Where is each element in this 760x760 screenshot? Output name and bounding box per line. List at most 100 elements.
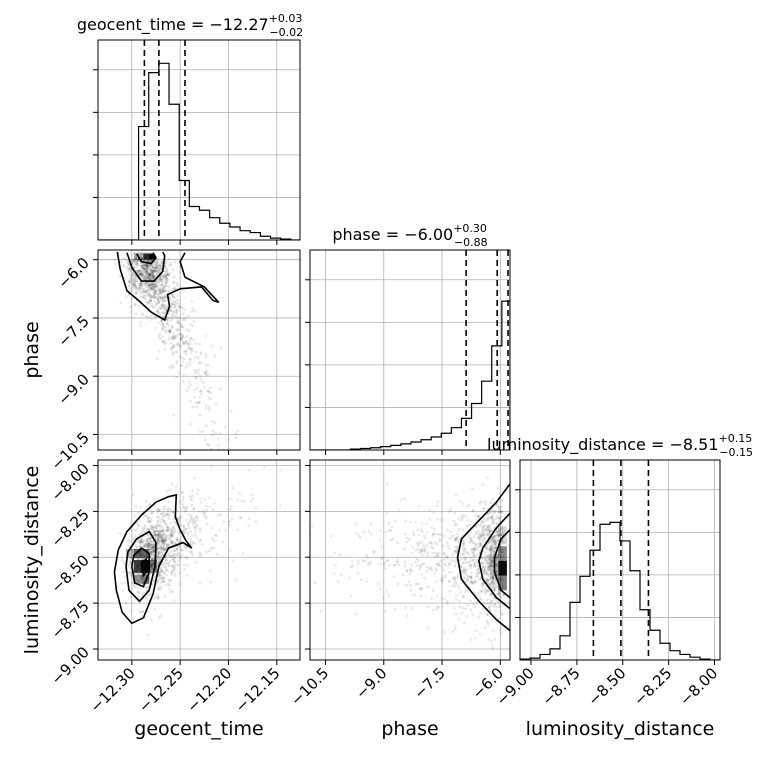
sample-point bbox=[446, 557, 450, 561]
sample-point bbox=[492, 540, 496, 543]
sample-point bbox=[133, 528, 137, 532]
sample-point bbox=[151, 559, 155, 563]
sample-point bbox=[185, 335, 189, 339]
sample-point bbox=[459, 564, 463, 568]
sample-point bbox=[420, 528, 423, 531]
sample-point bbox=[495, 568, 499, 571]
sample-point bbox=[492, 538, 496, 542]
sample-point bbox=[439, 578, 443, 582]
sample-point bbox=[485, 524, 489, 528]
sample-point bbox=[161, 546, 164, 550]
sample-point bbox=[484, 530, 488, 534]
sample-point bbox=[181, 341, 185, 345]
sample-point bbox=[154, 528, 158, 532]
sample-point bbox=[149, 281, 153, 285]
sample-point bbox=[157, 573, 161, 577]
sample-point bbox=[152, 544, 156, 548]
sample-point bbox=[486, 558, 490, 561]
sample-point bbox=[491, 547, 495, 551]
sample-point bbox=[179, 337, 182, 341]
sample-point bbox=[491, 573, 495, 576]
sample-point bbox=[167, 536, 171, 540]
sample-point bbox=[157, 524, 161, 527]
sample-point bbox=[130, 286, 134, 290]
sample-point bbox=[167, 338, 170, 341]
sample-point bbox=[162, 289, 166, 293]
sample-point bbox=[143, 526, 147, 529]
sample-point bbox=[155, 269, 159, 273]
sample-point bbox=[173, 520, 176, 524]
sample-point bbox=[498, 533, 502, 537]
sample-point bbox=[176, 322, 180, 326]
sample-point bbox=[169, 534, 173, 538]
sample-point bbox=[147, 527, 151, 531]
sample-point bbox=[157, 334, 161, 338]
sample-point bbox=[198, 555, 202, 558]
sample-point bbox=[422, 547, 426, 551]
sample-point bbox=[152, 286, 156, 290]
sample-point bbox=[461, 516, 464, 519]
sample-point bbox=[134, 291, 137, 295]
sample-point bbox=[190, 309, 194, 313]
sample-point bbox=[454, 493, 458, 497]
sample-point bbox=[249, 500, 253, 503]
sample-point bbox=[469, 563, 473, 567]
sample-point bbox=[147, 519, 151, 523]
sample-point bbox=[165, 272, 169, 276]
sample-point bbox=[481, 483, 485, 487]
sample-point bbox=[150, 539, 153, 543]
sample-point bbox=[209, 569, 212, 573]
sample-point bbox=[138, 540, 142, 544]
sample-point bbox=[160, 327, 164, 331]
sample-point bbox=[487, 553, 491, 557]
sample-point bbox=[154, 283, 157, 287]
sample-point bbox=[139, 273, 143, 276]
sample-point bbox=[454, 549, 458, 553]
sample-point bbox=[138, 609, 142, 613]
sample-point bbox=[489, 604, 493, 607]
sample-point bbox=[364, 554, 368, 557]
sample-point bbox=[132, 281, 136, 284]
sample-point bbox=[195, 492, 199, 495]
sample-point bbox=[230, 486, 234, 490]
sample-point bbox=[460, 514, 464, 518]
sample-point bbox=[142, 287, 146, 291]
sample-point bbox=[143, 277, 146, 281]
sample-point bbox=[162, 508, 166, 512]
sample-point bbox=[153, 274, 157, 277]
sample-point bbox=[473, 554, 477, 557]
sample-point bbox=[160, 296, 164, 300]
sample-point bbox=[160, 290, 164, 294]
sample-point bbox=[162, 529, 165, 533]
sample-point bbox=[483, 557, 487, 561]
tick-label-y-luminosity_distance: −8.50 bbox=[48, 551, 93, 596]
sample-point bbox=[166, 528, 169, 532]
sample-point bbox=[483, 566, 487, 570]
tick-label-y-phase: −6.0 bbox=[54, 254, 92, 292]
sample-point bbox=[462, 548, 465, 551]
sample-point bbox=[183, 341, 187, 345]
sample-point bbox=[399, 498, 403, 501]
sample-point bbox=[154, 280, 158, 284]
sample-point bbox=[383, 609, 387, 613]
sample-point bbox=[150, 563, 154, 567]
sample-point bbox=[159, 555, 162, 559]
sample-point bbox=[183, 532, 186, 536]
sample-point bbox=[185, 564, 189, 568]
sample-point bbox=[165, 277, 169, 281]
sample-point bbox=[155, 292, 159, 296]
sample-point bbox=[149, 287, 153, 291]
sample-point bbox=[181, 335, 185, 339]
sample-point bbox=[127, 266, 131, 270]
sample-point bbox=[149, 536, 152, 540]
y-axis-label-luminosity_distance: luminosity_distance bbox=[21, 466, 43, 655]
sample-point bbox=[140, 269, 144, 273]
sample-point bbox=[178, 305, 181, 308]
sample-point bbox=[147, 274, 151, 278]
sample-point bbox=[501, 554, 504, 558]
sample-point bbox=[149, 566, 153, 570]
sample-point bbox=[148, 273, 151, 276]
sample-point bbox=[147, 520, 151, 524]
sample-point bbox=[157, 536, 161, 539]
sample-point bbox=[425, 522, 428, 526]
